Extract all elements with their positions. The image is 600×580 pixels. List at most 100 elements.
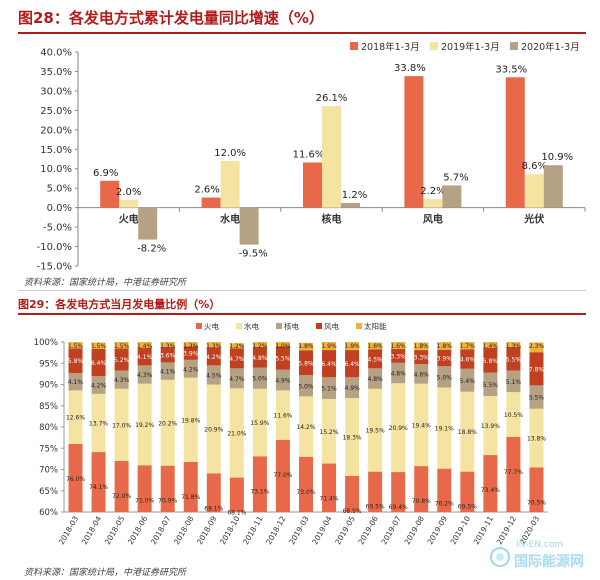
chart1-data-label: 5.7%: [443, 172, 468, 183]
chart1-bar: [404, 76, 424, 208]
chart2-bar-segment: [275, 369, 290, 391]
chart2-y-tick-label: 90%: [39, 381, 58, 391]
chart2-data-label: 1.2%: [229, 343, 245, 350]
watermark-site: 国际能源网: [514, 553, 584, 570]
chart2-data-label: 4.6%: [460, 357, 476, 364]
chart2-bar-segment: [437, 342, 452, 350]
chart2-share-stacked-chart: 60% 65% 70% 75% 80% 85% 90% 95% 100% 火电 水电 核电 风电 太阳能 7…: [34, 321, 548, 546]
chart2-x-tick-label: 2019-09: [426, 514, 450, 546]
chart2-data-label: 5.5%: [483, 382, 499, 389]
chart2-data-label: 20.9%: [389, 425, 408, 432]
chart2-data-label: 5.8%: [68, 358, 84, 365]
chart2-data-label: 1.7%: [460, 343, 476, 350]
chart1-data-label: -8.2%: [137, 244, 166, 255]
chart2-bar-segment: [345, 377, 360, 399]
chart2-bar-segment: [437, 468, 452, 512]
chart2-data-label: 69.5%: [366, 504, 385, 511]
chart2-data-label: 17.0%: [112, 422, 131, 429]
chart2-bar-segment: [391, 362, 406, 384]
chart2-bar-segment: [160, 347, 175, 363]
chart2-data-label: 4.3%: [114, 377, 130, 384]
chart1-y-tick-label: 30.0%: [40, 86, 72, 97]
chart2-bar-segment: [322, 342, 337, 351]
chart2-y-tick-label: 100%: [34, 338, 58, 348]
chart2-bar-segment: [460, 391, 475, 472]
chart2-bar-segment: [460, 349, 475, 369]
chart2-bar-segment: [414, 342, 429, 351]
chart2-data-label: 5.8%: [483, 358, 499, 365]
chart2-data-label: 12.6%: [66, 415, 85, 422]
chart2-bar-segment: [529, 352, 544, 386]
chart2-data-label: 15.2%: [320, 429, 339, 436]
chart2-data-label: 1.3%: [206, 343, 222, 350]
chart2-data-label: 4.8%: [368, 376, 384, 383]
chart2-bar-segment: [137, 365, 152, 384]
chart2-bar-segment: [275, 439, 290, 512]
chart2-data-label: 6.4%: [321, 361, 337, 368]
chart2-data-label: 70.8%: [412, 498, 431, 505]
chart2-legend-label: 水电: [244, 321, 259, 331]
chart2-bar-segment: [91, 342, 106, 349]
chart1-legend-label: 2020年1-3月: [521, 41, 580, 53]
chart2-data-label: 19.1%: [435, 426, 454, 433]
chart2-data-label: 19.5%: [366, 428, 385, 435]
chart2-bar-segment: [391, 383, 406, 473]
chart2-bar-segment: [460, 471, 475, 512]
chart2-bar-segment: [137, 383, 152, 466]
chart2-bar-segment: [229, 348, 244, 369]
chart2-x-tick-label: 2019-10: [449, 514, 473, 546]
chart2-bar-segment: [345, 342, 360, 351]
chart2-bar-segment: [183, 346, 198, 360]
chart1-category-label: 水电: [219, 213, 240, 226]
chart1-data-label: 11.6%: [293, 150, 325, 161]
chart1-category-label: 风电: [423, 213, 443, 226]
chart2-y-tick-label: 85%: [39, 402, 58, 412]
chart2-bar-segment: [183, 461, 198, 512]
chart2-data-label: 1.3%: [183, 343, 199, 350]
chart1-bar: [341, 202, 360, 208]
chart1-bar: [100, 180, 120, 208]
chart2-data-label: 1.3%: [506, 343, 522, 350]
chart2-data-label: 4.1%: [68, 379, 84, 386]
chart2-data-label: 19.2%: [135, 422, 154, 429]
chart2-y-tick-label: 95%: [39, 359, 58, 369]
chart1-title-bar: 图28：各发电方式累计发电量同比增速（%）: [18, 6, 586, 34]
chart2-data-label: 71.8%: [181, 494, 200, 501]
chart2-data-label: 18.8%: [458, 429, 477, 436]
chart2-data-label: 3.9%: [437, 355, 453, 362]
chart2-bar-segment: [114, 370, 129, 389]
chart2-bar-segment: [91, 348, 106, 376]
chart2-x-tick-label: 2018-04: [80, 514, 104, 546]
chart1-bar: [322, 106, 341, 208]
chart2-bar-segment: [183, 377, 198, 462]
chart2-data-label: 73.1%: [250, 488, 269, 495]
chart1-y-tick-label: 10.0%: [40, 164, 72, 175]
chart2-bar-segment: [229, 388, 244, 478]
chart1-bar: [220, 160, 240, 208]
chart2-data-label: 5.5%: [275, 355, 291, 362]
chart2-data-label: 1.6%: [368, 343, 384, 350]
chart2-data-label: 70.9%: [158, 498, 177, 505]
chart1-category-label: 火电: [119, 213, 139, 226]
section-divider: [18, 290, 586, 291]
chart2-data-label: 4.9%: [344, 385, 360, 392]
chart1-legend-swatch: [510, 42, 518, 50]
chart2-bar-segment: [391, 342, 406, 349]
chart2-bar-segment: [68, 373, 83, 391]
chart2-data-label: 4.1%: [160, 369, 176, 376]
chart1-title: 图28：各发电方式累计发电量同比增速（%）: [18, 9, 324, 27]
chart2-data-label: 68.1%: [227, 510, 246, 517]
chart2-data-label: 19.4%: [412, 422, 431, 429]
chart2-legend-swatch: [276, 323, 282, 329]
chart1-bar: [138, 207, 158, 240]
chart2-bar-segment: [299, 342, 313, 351]
chart2-legend-label: 风电: [324, 321, 339, 331]
chart2-data-label: 68.5%: [343, 508, 362, 515]
chart1-data-label: -9.5%: [239, 249, 268, 260]
chart2-legend-swatch: [316, 323, 322, 329]
chart2-x-tick-label: 2018-06: [126, 514, 150, 546]
chart2-bar-segment: [345, 398, 360, 476]
chart2-bar-segment: [299, 350, 313, 376]
chart2-bar-segment: [414, 466, 429, 512]
chart1-y-tick-label: 20.0%: [40, 125, 72, 136]
